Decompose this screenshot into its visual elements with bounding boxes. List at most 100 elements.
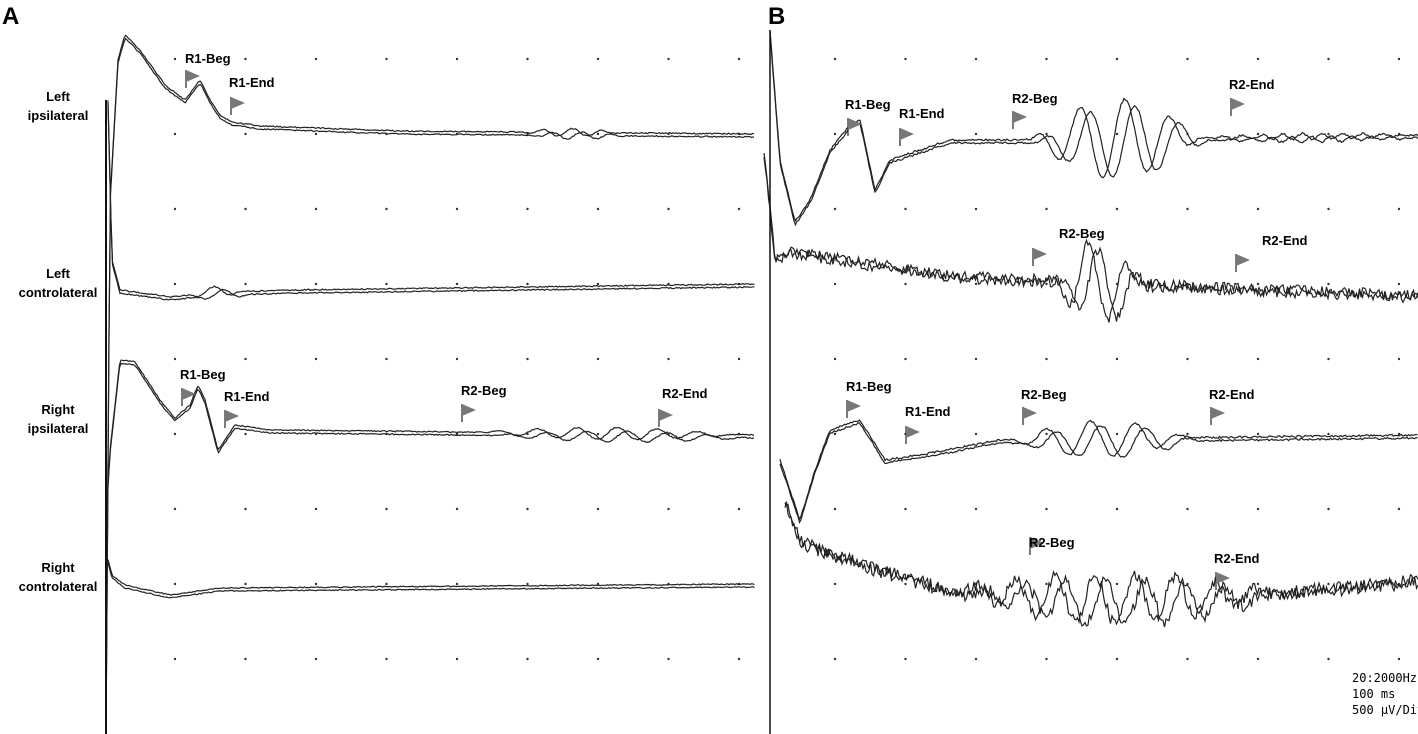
grid-dot [173, 432, 177, 436]
marker-label: R1-Beg [180, 367, 226, 382]
grid-dot [1327, 657, 1330, 661]
grid-dot [1397, 57, 1401, 61]
grid-dot [244, 432, 247, 436]
marker-label: R1-End [224, 389, 270, 404]
grid-dot [974, 432, 978, 436]
grid-dot [526, 657, 529, 661]
marker-label: R1-End [899, 106, 945, 121]
trace [107, 559, 755, 596]
grid-dot [1256, 282, 1260, 286]
grid-dot [1397, 507, 1401, 511]
grid-dot [1045, 432, 1048, 436]
grid-dot [1256, 132, 1260, 136]
traces [105, 30, 1418, 734]
trace [784, 501, 1418, 628]
grid-dot [1256, 57, 1260, 61]
grid-dot [314, 132, 318, 136]
grid-dot [833, 582, 837, 586]
setting: 500 µV/Div [1352, 703, 1418, 717]
grid-dot [385, 357, 388, 361]
marker-flag [1231, 98, 1245, 110]
grid-dot [173, 582, 177, 586]
row-label: Right [41, 560, 75, 575]
marker-label: R1-End [905, 404, 951, 419]
grid-dot [455, 357, 459, 361]
grid-dot [244, 57, 247, 61]
row-label: ipsilateral [28, 108, 89, 123]
marker-flag [462, 404, 476, 416]
grid-dot [385, 282, 388, 286]
grid-dot [904, 582, 907, 586]
grid-dot [526, 432, 529, 436]
grid-dot [526, 582, 529, 586]
marker-flag [1033, 248, 1047, 260]
marker-flag [1023, 407, 1037, 419]
grid-dot [244, 207, 247, 211]
panel-letter: A [2, 3, 19, 30]
grid-dot [974, 132, 978, 136]
grid-dot [833, 657, 837, 661]
marker-flag [225, 410, 239, 422]
grid-dot [314, 582, 318, 586]
grid-dot [455, 657, 459, 661]
marker-flag [1030, 537, 1044, 549]
grid-dot [455, 507, 459, 511]
grid-dot [833, 432, 837, 436]
grid-dot [1186, 357, 1189, 361]
marker-label: R2-Beg [1012, 91, 1058, 106]
marker-label: R1-Beg [185, 51, 231, 66]
grid-dot [1045, 657, 1048, 661]
grid-dot [904, 207, 907, 211]
marker-label: R2-End [1262, 233, 1308, 248]
marker-flag [659, 409, 673, 421]
grid-dot [1115, 57, 1119, 61]
grid-dot [1256, 357, 1260, 361]
grid-dot [1256, 582, 1260, 586]
grid-dot [244, 582, 247, 586]
grid-dot [1327, 582, 1330, 586]
grid-dot [596, 507, 600, 511]
grid-dot [904, 282, 907, 286]
grid-dot [1397, 657, 1401, 661]
grid-dot [904, 657, 907, 661]
grid-dot [1115, 582, 1119, 586]
grid-dot [455, 582, 459, 586]
grid-dot [385, 657, 388, 661]
grid-dot [974, 507, 978, 511]
marker-flag [847, 400, 861, 412]
grid-dot [1186, 207, 1189, 211]
grid-dot [173, 507, 177, 511]
grid-dot [596, 57, 600, 61]
grid-dot [173, 132, 177, 136]
grid-dot [1256, 507, 1260, 511]
grid-dot [526, 282, 529, 286]
marker-flag [906, 426, 920, 438]
grid-dot [314, 282, 318, 286]
grid-dot [1045, 582, 1048, 586]
trace [769, 32, 1418, 227]
trace [784, 502, 1418, 626]
grid-dot [1256, 657, 1260, 661]
grid-dot [1045, 357, 1048, 361]
marker-label: R2-Beg [1059, 226, 1105, 241]
grid-dot [1327, 507, 1330, 511]
row-label: Left [46, 266, 71, 281]
grid-dot [314, 507, 318, 511]
grid-dot [244, 282, 247, 286]
grid-dot [1045, 507, 1048, 511]
grid-dot [1115, 432, 1119, 436]
row-label: controlateral [19, 579, 98, 594]
grid-dot [526, 507, 529, 511]
grid-dot [737, 357, 741, 361]
grid-dot [385, 57, 388, 61]
grid-dot [904, 357, 907, 361]
grid-dot [1115, 207, 1119, 211]
row-label: Left [46, 89, 71, 104]
trace [105, 359, 755, 521]
marker-flag [1013, 111, 1027, 123]
grid-dot [904, 507, 907, 511]
grid-dot [833, 57, 837, 61]
marker-label: R2-Beg [461, 383, 507, 398]
grid-dot [173, 657, 177, 661]
grid-dot [1115, 357, 1119, 361]
